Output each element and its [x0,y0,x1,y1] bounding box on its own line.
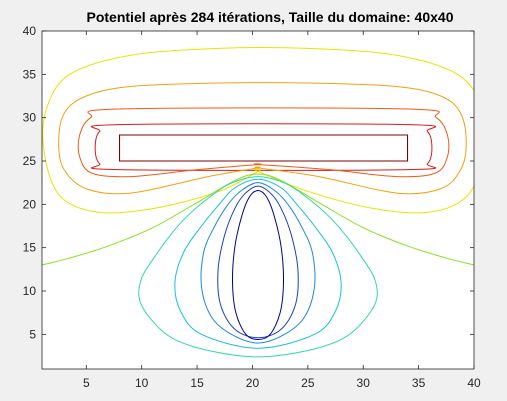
contour-line-6 [138,176,378,358]
y-tick-label: 40 [23,24,37,38]
electrodes [119,134,409,162]
y-tick-label: 10 [23,284,37,298]
contour-line-4 [42,46,474,214]
contour-line-1 [91,123,437,171]
y-tick-label: 25 [23,154,37,168]
x-tick-label: 15 [190,376,204,390]
y-tick-label: 35 [23,67,37,81]
contour-line-5 [42,173,474,266]
x-tick-label: 35 [412,376,426,390]
plot-area [42,31,474,369]
y-tick-label: 15 [23,241,37,255]
x-axis: 5 10 15 20 25 30 35 40 [83,31,481,390]
contour-line-8 [200,182,316,344]
chart-title: Potentiel après 284 itérations, Taille d… [87,9,454,25]
electrode-rectangle-0 [119,134,409,162]
x-tick-label: 20 [246,376,260,390]
y-tick-label: 20 [23,197,37,211]
y-axis: 5 10 15 20 25 30 35 40 [23,24,474,341]
y-tick-label: 5 [29,327,36,341]
x-tick-label: 25 [301,376,315,390]
contour-line-3 [58,82,467,195]
contour-line-7 [174,178,342,349]
x-tick-label: 5 [83,376,90,390]
contour-line-10 [232,189,284,341]
contour-line-9 [217,185,299,339]
y-tick-label: 30 [23,111,37,125]
contour-lines [42,46,474,358]
x-tick-label: 30 [357,376,371,390]
plot-frame [41,30,475,370]
contour-line-2 [77,107,450,178]
x-tick-label: 10 [135,376,149,390]
x-tick-label: 40 [467,376,481,390]
